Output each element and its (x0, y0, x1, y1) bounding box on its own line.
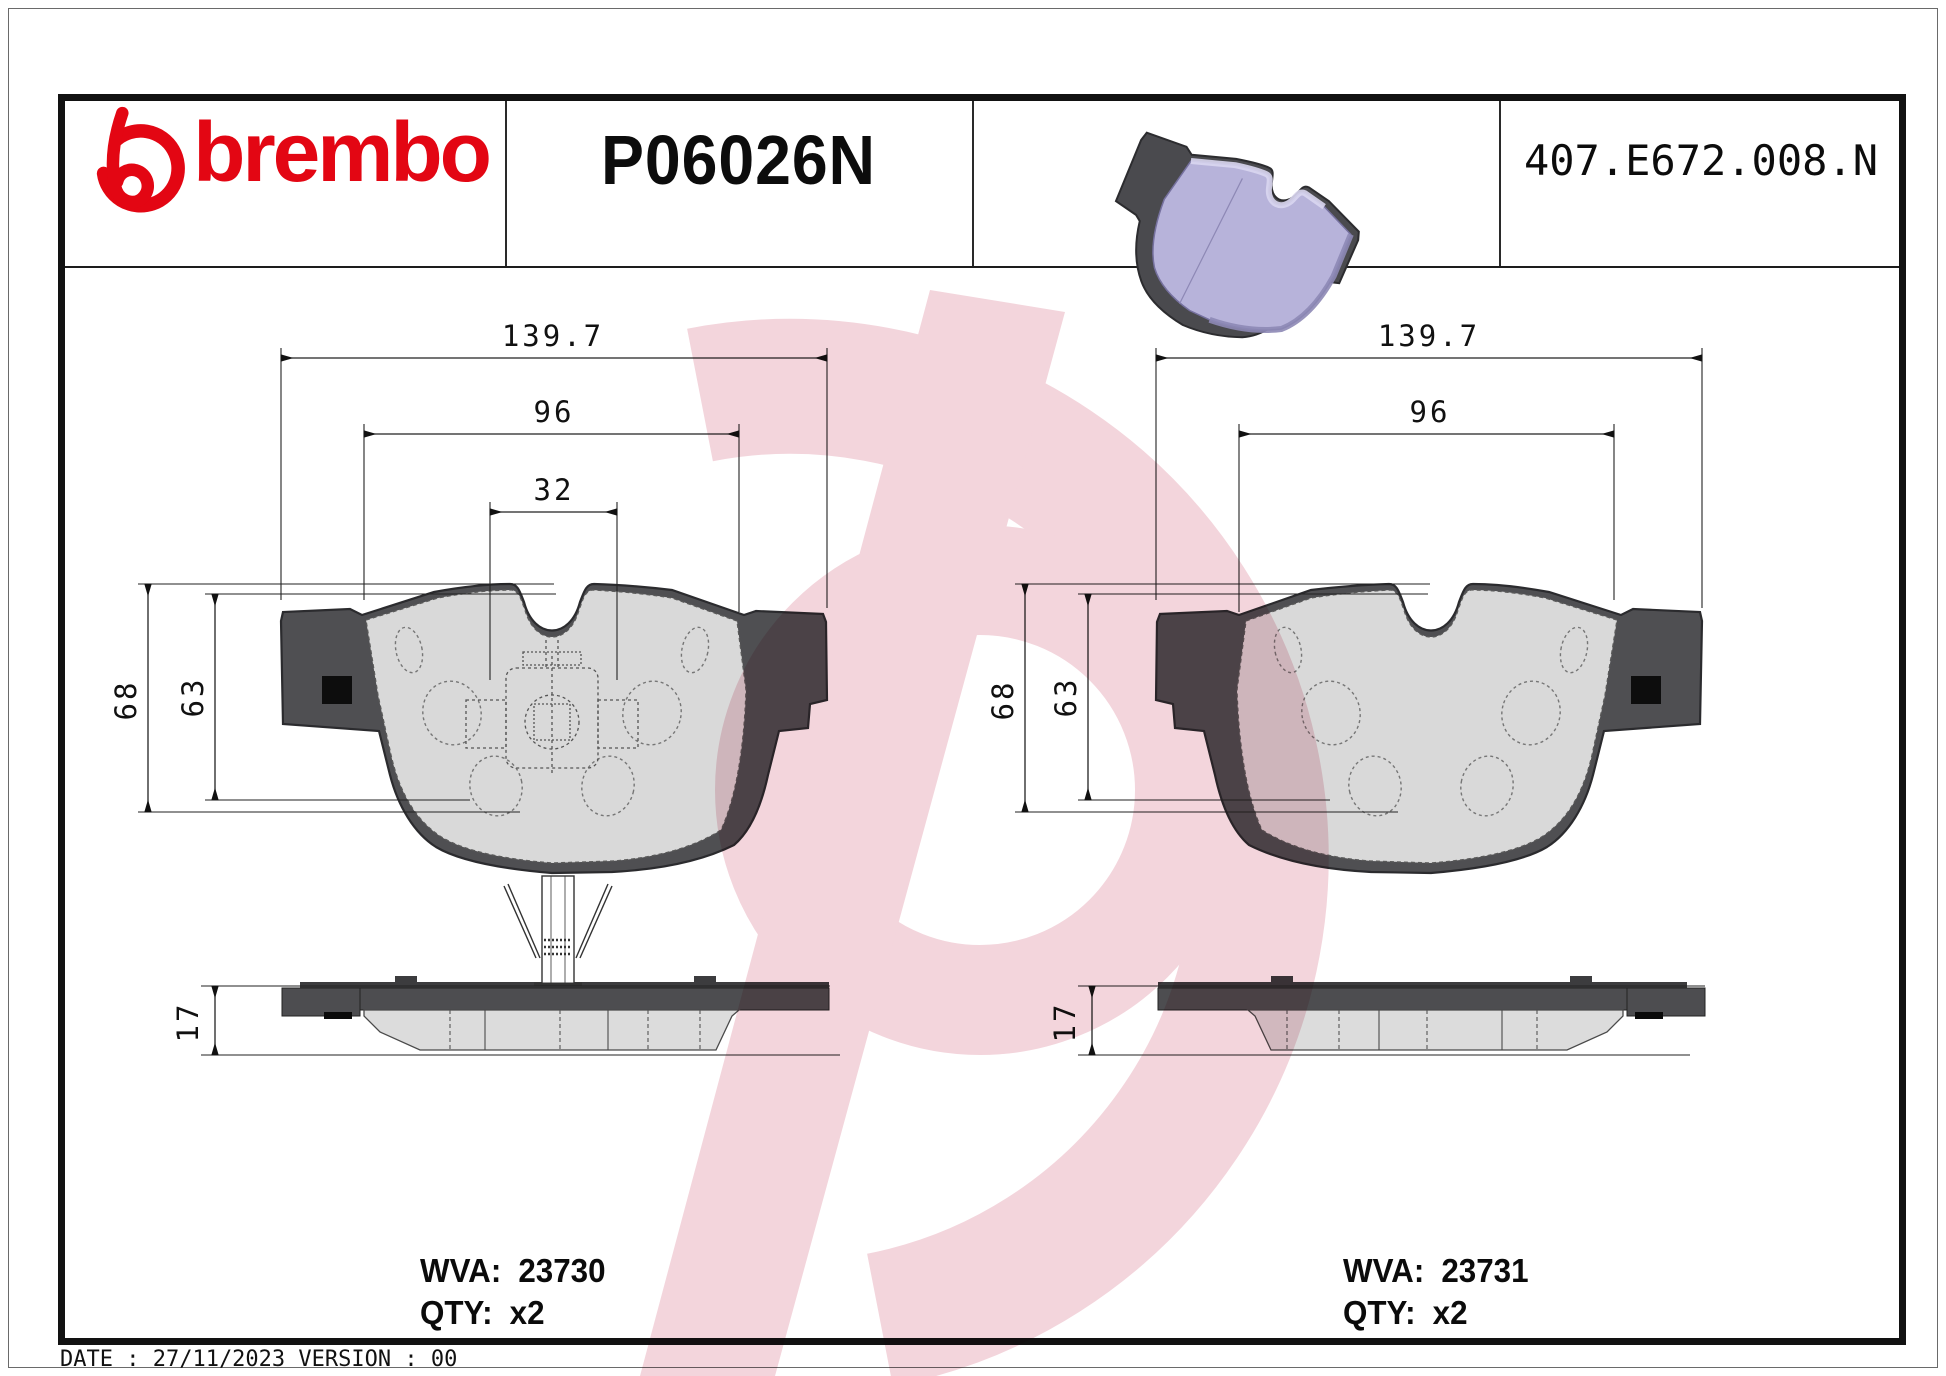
right-dim-total-height: 68 (986, 680, 1020, 721)
header-divider-3 (1499, 101, 1501, 267)
left-spec-block: WVA: 23730 QTY: x2 (420, 1250, 615, 1334)
right-dim-pad-width: 96 (1410, 395, 1451, 429)
left-dim-sensor-width: 32 (534, 473, 575, 507)
right-wva-label: WVA: (1343, 1252, 1425, 1289)
left-qty-value: x2 (509, 1294, 545, 1331)
right-dim-pad-height: 63 (1049, 677, 1083, 718)
right-wva-value: 23731 (1441, 1252, 1529, 1289)
brand-wordmark: brembo (193, 105, 492, 199)
footer-date-version: DATE : 27/11/2023 VERSION : 00 (60, 1347, 458, 1372)
header-divider-1 (505, 101, 507, 267)
right-pad-side-view (1157, 975, 1706, 1051)
left-wva-value: 23730 (518, 1252, 606, 1289)
left-dim-pad-width: 96 (534, 395, 575, 429)
left-dim-pad-height: 63 (176, 677, 210, 718)
reference-code: 407.E672.008.N (1523, 136, 1878, 185)
wear-sensor-marking (465, 640, 639, 775)
right-pad-rear-view (1154, 582, 1704, 875)
left-dim-total-height: 68 (109, 680, 143, 721)
brembo-circle-b-icon (96, 106, 185, 213)
brand-logo (96, 106, 185, 213)
right-dim-total-width: 139.7 (1378, 319, 1480, 353)
left-qty-label: QTY: (420, 1294, 493, 1331)
header-bottom-border (65, 266, 1899, 268)
left-pad-rear-view (279, 582, 829, 875)
right-qty-label: QTY: (1343, 1294, 1416, 1331)
right-spec-block: WVA: 23731 QTY: x2 (1343, 1250, 1538, 1334)
header-divider-2 (972, 101, 974, 267)
left-wva-label: WVA: (420, 1252, 502, 1289)
right-qty-value: x2 (1432, 1294, 1468, 1331)
right-dim-thickness: 17 (1048, 1002, 1082, 1043)
wear-sensor-clip (503, 875, 613, 986)
left-pad-side-view (281, 875, 830, 1051)
left-dim-total-width: 139.7 (502, 319, 604, 353)
part-number: P06026N (601, 121, 876, 199)
left-dim-thickness: 17 (171, 1002, 205, 1043)
